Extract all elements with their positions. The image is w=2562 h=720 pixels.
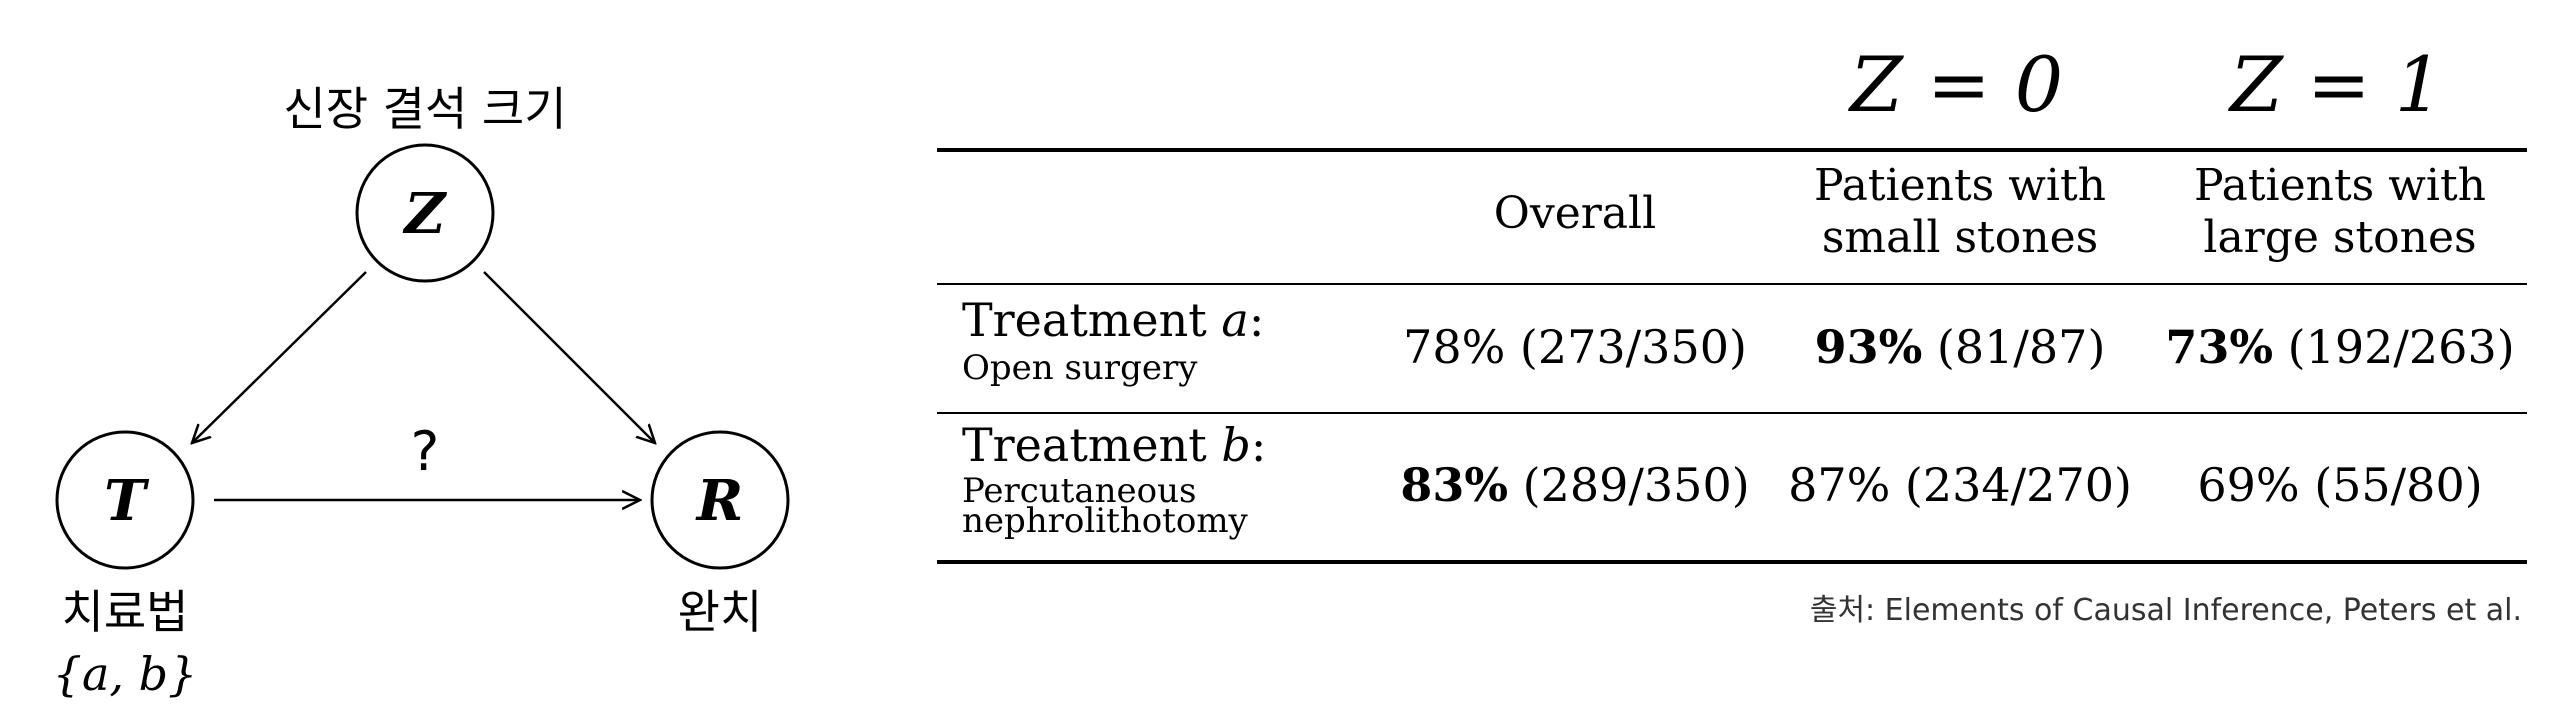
row-b-large: 69% (55/80) <box>2150 458 2530 512</box>
table-bottom-rule <box>937 560 2527 564</box>
node-z-symbol: Z <box>403 181 448 247</box>
row-b-overall-frac: (289/350) <box>1508 458 1750 512</box>
table-row-rule <box>937 412 2527 414</box>
row-a-treatment-var: a <box>1221 293 1249 347</box>
row-b-desc-line1: Percutaneous <box>962 471 1197 511</box>
col-header-large-line1: Patients with <box>2194 160 2486 211</box>
row-b-small-frac: (234/270) <box>1890 458 2132 512</box>
row-a-small-frac: (81/87) <box>1922 320 2106 374</box>
row-b-treatment: Treatment b: <box>962 418 1266 472</box>
node-t-domain: {a, b} <box>53 647 198 701</box>
node-r-circle <box>650 430 790 570</box>
node-r-symbol: R <box>695 468 744 534</box>
table-row-a-label: Treatment a: Open surgery <box>962 293 1264 388</box>
row-b-overall-pct: 83% <box>1400 458 1509 512</box>
node-t-symbol: T <box>104 468 150 534</box>
table-top-rule <box>937 148 2527 152</box>
row-a-large: 73% (192/263) <box>2150 320 2530 374</box>
row-b-treatment-var: b <box>1221 418 1251 472</box>
edge-z-to-r <box>483 271 655 443</box>
col-header-small-line1: Patients with <box>1814 160 2106 211</box>
z1-header: Z = 1 <box>2230 40 2444 129</box>
z0-header: Z = 0 <box>1850 40 2064 129</box>
node-r-label: 완치 <box>678 585 763 639</box>
causal-diagram: 신장 결석 크기 Z T 치료법 {a, b} R 완치 ? <box>53 82 790 701</box>
row-a-treatment-colon: : <box>1248 293 1265 347</box>
row-b-treatment-colon: : <box>1250 418 1267 472</box>
row-a-treatment-text: Treatment <box>962 293 1222 347</box>
row-a-large-frac: (192/263) <box>2273 320 2515 374</box>
node-t-label: 치료법 <box>62 585 189 639</box>
row-b-large-frac: (55/80) <box>2299 458 2483 512</box>
row-a-overall: 78% (273/350) <box>1360 320 1790 374</box>
row-b-desc-line2: nephrolithotomy <box>962 501 1248 541</box>
col-header-overall-text: Overall <box>1493 188 1657 239</box>
row-a-treatment: Treatment a: <box>962 293 1264 347</box>
row-a-small: 93% (81/87) <box>1770 320 2150 374</box>
node-z-circle <box>355 143 495 283</box>
col-header-large: Patients with large stones <box>2150 160 2530 264</box>
row-a-small-pct: 93% <box>1814 320 1923 374</box>
row-b-overall: 83% (289/350) <box>1360 458 1790 512</box>
row-a-overall-frac: (273/350) <box>1505 320 1747 374</box>
col-header-small-line2: small stones <box>1821 212 2099 263</box>
source-citation: 출처: Elements of Causal Inference, Peters… <box>1809 593 2522 628</box>
row-a-large-pct: 73% <box>2165 320 2274 374</box>
row-b-large-pct: 69% <box>2197 458 2300 512</box>
edge-z-to-t <box>192 271 367 443</box>
col-header-large-line2: large stones <box>2203 212 2477 263</box>
row-a-desc: Open surgery <box>962 348 1198 388</box>
col-header-small: Patients with small stones <box>1770 160 2150 264</box>
row-a-overall-pct: 78% <box>1403 320 1506 374</box>
edge-t-to-r-label: ? <box>411 420 440 483</box>
table-row-b-label: Treatment b: Percutaneous nephrolithotom… <box>962 418 1266 541</box>
node-z-label: 신장 결석 크기 <box>283 82 566 136</box>
row-b-treatment-text: Treatment <box>962 418 1222 472</box>
row-b-small: 87% (234/270) <box>1770 458 2150 512</box>
row-b-small-pct: 87% <box>1788 458 1891 512</box>
node-t-circle <box>55 430 195 570</box>
col-header-overall: Overall <box>1360 188 1790 240</box>
table-header-rule <box>937 283 2527 285</box>
